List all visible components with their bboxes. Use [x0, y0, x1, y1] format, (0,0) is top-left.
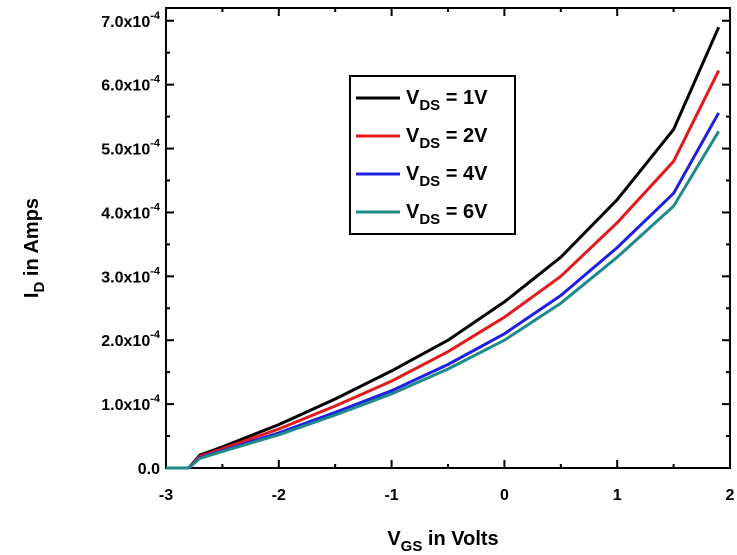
x-tick-label: 2: [726, 487, 735, 504]
y-tick-label: 5.0x10-4: [101, 138, 161, 159]
y-axis-title: ID in Amps: [21, 198, 48, 298]
legend-box: [349, 75, 516, 235]
legend-label-1: VDS = 1V: [406, 87, 488, 114]
legend-label-2: VDS = 2V: [406, 125, 488, 152]
series-line-4: [166, 130, 720, 470]
x-tick-label: -2: [272, 487, 286, 504]
y-tick-label: 7.0x10-4: [101, 10, 161, 31]
y-tick-label: 3.0x10-4: [101, 265, 161, 286]
legend: VDS = 1V VDS = 2V VDS = 4V VDS = 6V: [349, 75, 516, 235]
axis-titles: VGS in Volts ID in Amps: [21, 198, 499, 555]
x-tick-label: -3: [159, 487, 173, 504]
tick-labels: -3 -2 -1 0 1 2 0.0 1.0x10-4 2.0x10-4 3.0x10-4 4.0x…: [101, 10, 734, 504]
series-lines: [166, 26, 721, 470]
legend-label-3: VDS = 4V: [406, 163, 488, 190]
y-tick-label: 6.0x10-4: [101, 74, 161, 95]
x-axis-title: VGS in Volts: [387, 528, 498, 555]
x-tick-label: 0: [500, 487, 509, 504]
axes: [165, 7, 731, 469]
x-tick-label: -1: [384, 487, 398, 504]
x-tick-label: 1: [613, 487, 622, 504]
y-tick-label: 2.0x10-4: [101, 329, 161, 350]
y-tick-label: 1.0x10-4: [101, 393, 161, 414]
y-tick-label: 4.0x10-4: [101, 201, 161, 222]
y-tick-label: 0.0: [138, 461, 160, 478]
legend-label-4: VDS = 6V: [406, 201, 488, 228]
